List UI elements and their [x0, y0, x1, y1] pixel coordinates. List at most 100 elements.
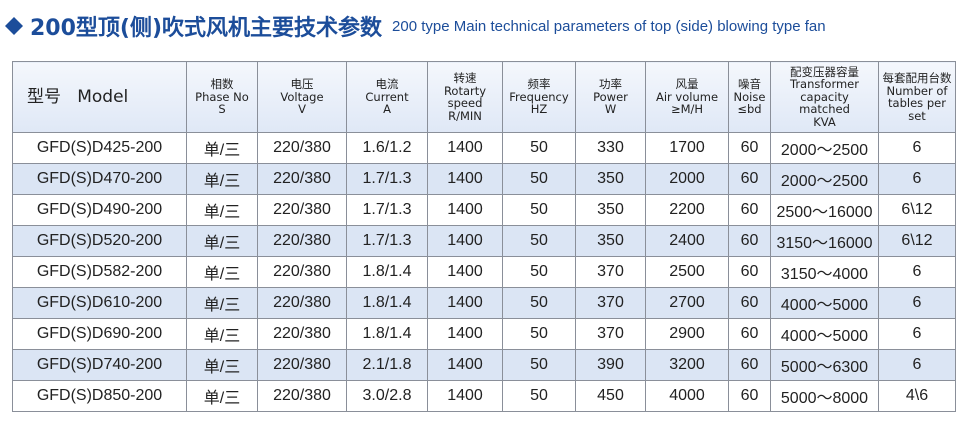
table-cell: 390: [575, 349, 646, 381]
table-cell: 1400: [427, 163, 503, 195]
table-cell: 3200: [645, 349, 729, 381]
header-line: Air volume: [655, 89, 719, 104]
header-line: 电流: [375, 77, 399, 92]
column-header: 风量 Air volume ≥M/H: [645, 61, 729, 133]
table-cell: 单/三: [186, 163, 258, 195]
table-cell: 2000～2500: [770, 132, 879, 164]
header-line: 风量: [675, 77, 699, 92]
table-cell: 450: [575, 380, 646, 412]
table-cell: 1400: [427, 225, 503, 257]
header-line: Number of: [886, 83, 948, 98]
table-cell: 1.7/1.3: [346, 163, 428, 195]
table-cell: 4\6: [878, 380, 956, 412]
title-bar: 200型顶(侧)吹式风机主要技术参数 200 type Main technic…: [4, 6, 826, 46]
table-cell: 2900: [645, 318, 729, 350]
table-row: GFD(S)D610-200 单/三 220/380 1.8/1.4 1400 50 370…: [12, 287, 956, 319]
table-row: GFD(S)D425-200 单/三 220/380 1.6/1.2 1400 50 330…: [12, 132, 956, 164]
table-cell: 6\12: [878, 225, 956, 257]
table-cell: GFD(S)D850-200: [12, 380, 187, 412]
header-row: 型号 Model 相数 Phase No S 电压 Voltage V 电流 Current A 转…: [12, 61, 956, 133]
table-row: GFD(S)D850-200 单/三 220/380 3.0/2.8 1400 50 450…: [12, 380, 956, 412]
table-cell: 4000～5000: [770, 318, 879, 350]
header-line: Noise: [733, 89, 766, 104]
table-cell: 1400: [427, 287, 503, 319]
header-line: 型号 Model: [27, 86, 129, 107]
header-line: V: [298, 102, 306, 117]
table-cell: 2000～2500: [770, 163, 879, 195]
column-header: 噪音 Noise ≤bd: [728, 61, 771, 133]
table-row: GFD(S)D520-200 单/三 220/380 1.7/1.3 1400 50 350…: [12, 225, 956, 257]
table-cell: 60: [728, 349, 771, 381]
table-cell: 1.6/1.2: [346, 132, 428, 164]
column-header: 转速 Rotarty speed R/MIN: [427, 61, 503, 133]
header-line: Current: [365, 89, 409, 104]
table-cell: 6: [878, 287, 956, 319]
table-cell: 6: [878, 256, 956, 288]
table-row: GFD(S)D740-200 单/三 220/380 2.1/1.8 1400 50 390…: [12, 349, 956, 381]
table-cell: 单/三: [186, 132, 258, 164]
table-cell: 220/380: [257, 163, 347, 195]
column-header: 配变压器容量 Transformer capacity matched KVA: [770, 61, 879, 133]
table-cell: 单/三: [186, 349, 258, 381]
table-cell: 6: [878, 163, 956, 195]
table-cell: 单/三: [186, 287, 258, 319]
table-cell: 1400: [427, 132, 503, 164]
header-line: S: [218, 102, 226, 117]
table-row: GFD(S)D690-200 单/三 220/380 1.8/1.4 1400 50 370…: [12, 318, 956, 350]
table-cell: 2000: [645, 163, 729, 195]
table-cell: 60: [728, 132, 771, 164]
table-cell: 6\12: [878, 194, 956, 226]
table-cell: 2500～16000: [770, 194, 879, 226]
table-cell: 6: [878, 349, 956, 381]
header-line: 噪音: [738, 77, 761, 92]
table-cell: 220/380: [257, 132, 347, 164]
table-cell: 370: [575, 256, 646, 288]
table-cell: 4000～5000: [770, 287, 879, 319]
table-cell: 220/380: [257, 256, 347, 288]
table-cell: 220/380: [257, 380, 347, 412]
header-line: capacity: [800, 89, 849, 104]
table-cell: 单/三: [186, 256, 258, 288]
table-cell: 6: [878, 318, 956, 350]
header-line: KVA: [813, 114, 836, 129]
table-cell: 220/380: [257, 318, 347, 350]
header-line: HZ: [530, 102, 548, 117]
header-line: tables per: [888, 96, 946, 110]
table-cell: 330: [575, 132, 646, 164]
table-cell: 单/三: [186, 194, 258, 226]
table-cell: 1700: [645, 132, 729, 164]
table-cell: GFD(S)D740-200: [12, 349, 187, 381]
table-cell: 3.0/2.8: [346, 380, 428, 412]
table-cell: 1400: [427, 318, 503, 350]
column-header: 电流 Current A: [346, 61, 428, 133]
table-cell: 2500: [645, 256, 729, 288]
table-cell: 5000～8000: [770, 380, 879, 412]
table-cell: 1.8/1.4: [346, 256, 428, 288]
table-cell: GFD(S)D690-200: [12, 318, 187, 350]
header-line: set: [908, 108, 926, 123]
table-row: GFD(S)D470-200 单/三 220/380 1.7/1.3 1400 50 350…: [12, 163, 956, 195]
header-line: Transformer: [789, 77, 859, 92]
table-cell: 1400: [427, 349, 503, 381]
table-cell: 350: [575, 194, 646, 226]
table-cell: 单/三: [186, 225, 258, 257]
table-cell: 60: [728, 318, 771, 350]
table-cell: GFD(S)D582-200: [12, 256, 187, 288]
header-line: Rotarty: [443, 83, 487, 98]
table-cell: 60: [728, 380, 771, 412]
table-cell: 2200: [645, 194, 729, 226]
column-header: 相数 Phase No S: [186, 61, 258, 133]
column-header: 每套配用台数 Number of tables per set: [878, 61, 956, 133]
header-line: Phase No: [195, 89, 249, 104]
header-line: matched: [799, 102, 850, 117]
diamond-icon: [5, 17, 23, 35]
table-cell: 60: [728, 194, 771, 226]
header-line: 相数: [210, 77, 234, 92]
table-cell: 50: [502, 318, 576, 350]
header-line: Power: [593, 89, 628, 104]
column-header: 频率 Frequency HZ: [502, 61, 576, 133]
header-line: 电压: [290, 77, 314, 92]
table-cell: 60: [728, 287, 771, 319]
header-line: 频率: [527, 77, 551, 92]
